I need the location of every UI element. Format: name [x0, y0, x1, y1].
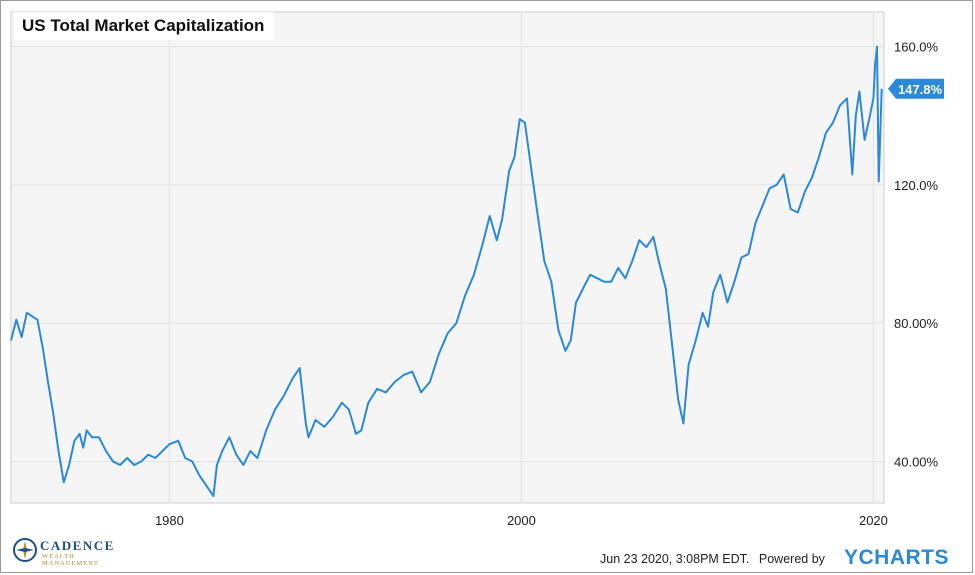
last-value-flag-shape: [888, 78, 944, 99]
ycharts-logo[interactable]: YCHARTS: [844, 546, 949, 570]
last-value-flag: 147.8%: [888, 78, 944, 99]
grid: [11, 12, 884, 503]
x-tick-label: 2020: [859, 513, 888, 528]
x-tick-label: 1980: [155, 513, 184, 528]
y-axis: 40.00% 80.00% 120.0% 160.0%: [894, 40, 939, 470]
y-tick-label: 120.0%: [894, 178, 939, 193]
footer-powered-by: Powered by: [758, 552, 825, 566]
chart-title: US Total Market Capitalization: [14, 12, 275, 40]
x-tick-label: 2000: [507, 513, 536, 528]
footer-timestamp: Jun 23 2020, 3:08PM EDT.: [600, 552, 750, 566]
series-line: [10, 45, 883, 498]
last-value-label: 147.8%: [898, 82, 943, 97]
logo-subtitle: WEALTH MANAGEMENT: [42, 553, 99, 567]
cadence-logo: CADENCE WEALTH MANAGEMENT: [12, 535, 132, 567]
plot-area: [10, 11, 885, 504]
footer-text: Jun 23 2020, 3:08PM EDT. Powered by: [600, 552, 825, 566]
compass-icon: [13, 538, 37, 562]
y-tick-label: 80.00%: [894, 316, 939, 331]
y-tick-label: 160.0%: [894, 40, 939, 55]
x-axis: 1980 2000 2020: [155, 513, 888, 528]
ycharts-brand: YCHARTS: [844, 546, 950, 569]
y-tick-label: 40.00%: [894, 455, 939, 470]
logo-name: CADENCE: [40, 538, 115, 553]
